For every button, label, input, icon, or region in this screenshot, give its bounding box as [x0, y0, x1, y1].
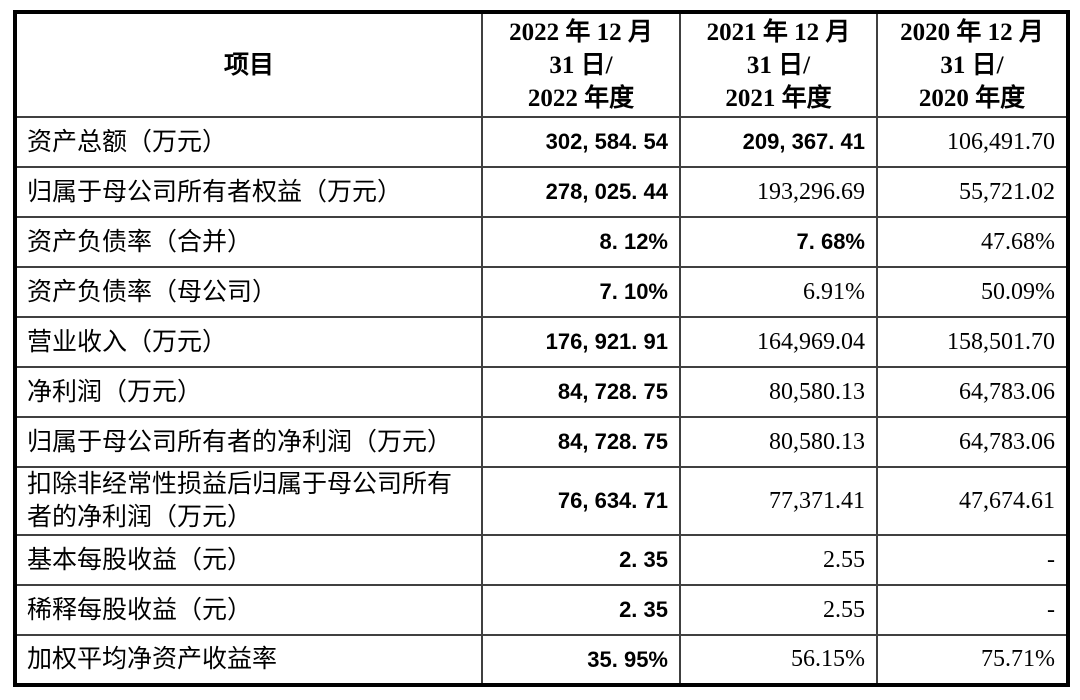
value-cell-2021: 209, 367. 41 — [679, 116, 878, 168]
row-label: 资产负债率（合并） — [14, 216, 483, 268]
value-cell-2021: 2.55 — [679, 534, 878, 586]
table-row-total-assets: 资产总额（万元） 302, 584. 54 209, 367. 41 106,4… — [14, 116, 1069, 168]
row-label: 归属于母公司所有者权益（万元） — [14, 166, 483, 218]
value-cell-2020: 75.71% — [876, 634, 1069, 686]
row-label: 基本每股收益（元） — [14, 534, 483, 586]
value-cell-2021: 193,296.69 — [679, 166, 878, 218]
value-cell-2022: 84, 728. 75 — [481, 416, 681, 468]
column-header-item: 项目 — [14, 11, 483, 118]
column-header-2021: 2021 年 12 月 31 日/ 2021 年度 — [679, 11, 878, 118]
value-cell-2021: 6.91% — [679, 266, 878, 318]
value-cell-2020: 47.68% — [876, 216, 1069, 268]
value-cell-2021: 56.15% — [679, 634, 878, 686]
row-label: 资产负债率（母公司） — [14, 266, 483, 318]
row-label: 稀释每股收益（元） — [14, 584, 483, 636]
value-cell-2021: 80,580.13 — [679, 416, 878, 468]
row-label: 加权平均净资产收益率 — [14, 634, 483, 686]
row-label: 资产总额（万元） — [14, 116, 483, 168]
column-header-2020: 2020 年 12 月 31 日/ 2020 年度 — [876, 11, 1069, 118]
table-row-net-profit-parent: 归属于母公司所有者的净利润（万元） 84, 728. 75 80,580.13 … — [14, 416, 1069, 468]
row-label: 营业收入（万元） — [14, 316, 483, 368]
value-cell-2020: 64,783.06 — [876, 416, 1069, 468]
financial-summary-table: 项目 2022 年 12 月 31 日/ 2022 年度 2021 年 12 月… — [13, 10, 1070, 687]
row-label: 扣除非经常性损益后归属于母公司所有者的净利润（万元） — [14, 466, 483, 536]
table-row-basic-eps: 基本每股收益（元） 2. 35 2.55 - — [14, 534, 1069, 586]
financial-summary-table-container: 项目 2022 年 12 月 31 日/ 2022 年度 2021 年 12 月… — [13, 10, 1070, 687]
value-cell-2020: 47,674.61 — [876, 466, 1069, 536]
table-row-debt-ratio-consolidated: 资产负债率（合并） 8. 12% 7. 68% 47.68% — [14, 216, 1069, 268]
table-row-net-profit-excl-nonrecurring: 扣除非经常性损益后归属于母公司所有者的净利润（万元） 76, 634. 71 7… — [14, 466, 1069, 536]
table-row-revenue: 营业收入（万元） 176, 921. 91 164,969.04 158,501… — [14, 316, 1069, 368]
table-row-parent-equity: 归属于母公司所有者权益（万元） 278, 025. 44 193,296.69 … — [14, 166, 1069, 218]
value-cell-2020: - — [876, 534, 1069, 586]
value-cell-2020: 55,721.02 — [876, 166, 1069, 218]
value-cell-2022: 35. 95% — [481, 634, 681, 686]
value-cell-2022: 2. 35 — [481, 534, 681, 586]
value-cell-2021: 164,969.04 — [679, 316, 878, 368]
value-cell-2022: 76, 634. 71 — [481, 466, 681, 536]
value-cell-2020: 64,783.06 — [876, 366, 1069, 418]
value-cell-2022: 302, 584. 54 — [481, 116, 681, 168]
value-cell-2020: 106,491.70 — [876, 116, 1069, 168]
value-cell-2021: 80,580.13 — [679, 366, 878, 418]
row-label: 净利润（万元） — [14, 366, 483, 418]
table-row-diluted-eps: 稀释每股收益（元） 2. 35 2.55 - — [14, 584, 1069, 636]
value-cell-2021: 7. 68% — [679, 216, 878, 268]
value-cell-2020: - — [876, 584, 1069, 636]
value-cell-2022: 8. 12% — [481, 216, 681, 268]
value-cell-2020: 50.09% — [876, 266, 1069, 318]
table-row-debt-ratio-parent: 资产负债率（母公司） 7. 10% 6.91% 50.09% — [14, 266, 1069, 318]
row-label: 归属于母公司所有者的净利润（万元） — [14, 416, 483, 468]
table-row-weighted-avg-roe: 加权平均净资产收益率 35. 95% 56.15% 75.71% — [14, 634, 1069, 686]
column-header-2022: 2022 年 12 月 31 日/ 2022 年度 — [481, 11, 681, 118]
header-row: 项目 2022 年 12 月 31 日/ 2022 年度 2021 年 12 月… — [14, 11, 1069, 118]
value-cell-2022: 278, 025. 44 — [481, 166, 681, 218]
value-cell-2022: 176, 921. 91 — [481, 316, 681, 368]
value-cell-2022: 7. 10% — [481, 266, 681, 318]
table-row-net-profit: 净利润（万元） 84, 728. 75 80,580.13 64,783.06 — [14, 366, 1069, 418]
value-cell-2022: 84, 728. 75 — [481, 366, 681, 418]
value-cell-2022: 2. 35 — [481, 584, 681, 636]
value-cell-2021: 2.55 — [679, 584, 878, 636]
value-cell-2021: 77,371.41 — [679, 466, 878, 536]
value-cell-2020: 158,501.70 — [876, 316, 1069, 368]
